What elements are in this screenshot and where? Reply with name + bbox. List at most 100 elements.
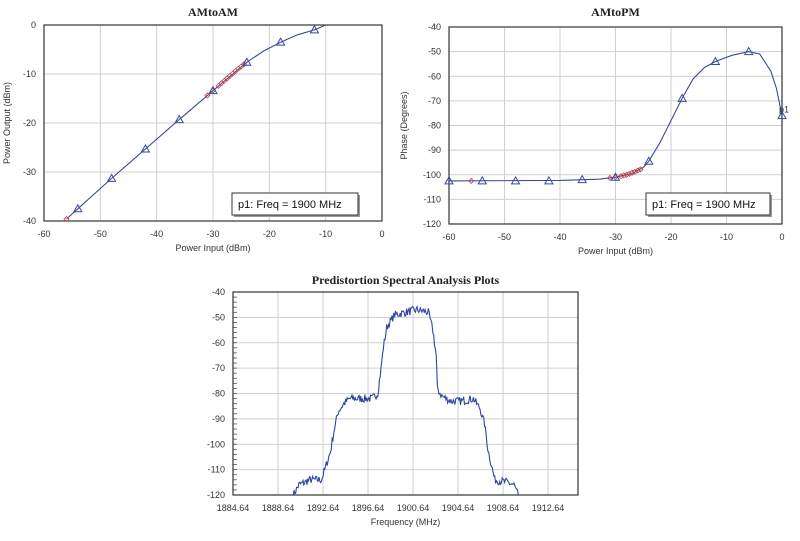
triangle-marker <box>72 203 83 213</box>
x-tick-label: 1884.64 <box>217 503 250 513</box>
x-tick-label: -30 <box>206 229 219 239</box>
y-tick-label: -70 <box>212 363 225 373</box>
triangle-marker <box>643 156 654 165</box>
x-tick-label: -50 <box>498 232 511 242</box>
triangle-marker <box>241 57 252 66</box>
x-tick-label: 1912.64 <box>532 503 565 513</box>
y-axis-label: Power Output (dBm) <box>2 82 12 164</box>
x-tick-label: -20 <box>263 229 276 239</box>
x-tick-label: 1908.64 <box>487 503 520 513</box>
x-tick-label: 1888.64 <box>262 503 295 513</box>
diamond-marker <box>623 171 630 178</box>
x-tick-label: 1896.64 <box>352 503 385 513</box>
diamond-marker <box>617 173 625 180</box>
legend-text: p1: Freq = 1900 MHz <box>238 199 342 211</box>
series-line <box>66 24 326 220</box>
diamond-marker <box>204 92 211 99</box>
triangle-marker <box>309 24 320 34</box>
x-tick-label: -60 <box>37 229 50 239</box>
x-tick-label: -40 <box>553 232 566 242</box>
diamond-marker <box>468 177 475 184</box>
x-tick-label: 0 <box>379 229 384 239</box>
chart-spectrum: Predistortion Spectral Analysis Plots 188… <box>207 273 579 527</box>
y-tick-label: -40 <box>212 287 225 297</box>
diamond-marker <box>240 61 248 68</box>
chart-amam: AMtoAM -60 -50 -40 -30 -20 -10 0 0 -10 -20 -30 -40 Po… <box>2 5 385 253</box>
x-tick-label: -10 <box>720 232 733 242</box>
y-tick-label: 0 <box>31 20 36 30</box>
y-tick-label: -90 <box>212 414 225 424</box>
triangle-marker <box>777 110 787 120</box>
marker-label: p1 <box>779 105 789 115</box>
plot-frame <box>232 291 579 496</box>
diamond-marker <box>631 168 638 175</box>
triangle-marker <box>140 143 151 153</box>
x-tick-label: -20 <box>664 232 677 242</box>
y-axis-label: Phase (Degrees) <box>399 91 409 159</box>
x-axis-label: Power Input (dBm) <box>175 243 250 253</box>
y-tick-label: -80 <box>428 121 441 131</box>
y-tick-label: -100 <box>207 439 225 449</box>
x-tick-label: 1904.64 <box>442 503 475 513</box>
triangle-marker <box>208 85 218 95</box>
y-tick-label: -100 <box>423 170 441 180</box>
triangle-marker <box>174 114 185 124</box>
y-tick-label: -90 <box>428 145 441 155</box>
y-tick-label: -70 <box>428 96 441 106</box>
series-line <box>292 305 519 496</box>
y-tick-label: -120 <box>207 490 225 500</box>
y-tick-label: -50 <box>212 312 225 322</box>
triangle-marker <box>510 175 521 185</box>
y-tick-label: -20 <box>23 118 36 128</box>
triangle-marker <box>743 46 754 56</box>
diamond-marker <box>606 174 614 182</box>
diamond-marker <box>634 167 641 174</box>
y-tick-label: -60 <box>212 338 225 348</box>
plot-frame <box>448 26 783 225</box>
x-tick-label: 0 <box>779 232 784 242</box>
y-tick-label: -120 <box>423 219 441 229</box>
x-axis-label: Power Input (dBm) <box>578 246 653 256</box>
y-tick-label: -50 <box>428 47 441 57</box>
x-tick-label: 1892.64 <box>307 503 340 513</box>
x-tick-label: -60 <box>442 232 455 242</box>
chart-ampm: AMtoPM-60 -50 -40 -30 -20 -10 0-40-50-60-70-80… <box>399 5 789 256</box>
triangle-marker <box>544 175 554 185</box>
y-tick-label: -110 <box>208 465 225 475</box>
diamond-marker <box>637 166 644 173</box>
series-line <box>448 51 783 182</box>
y-tick-label: -40 <box>23 216 36 226</box>
diamond-marker <box>63 215 70 223</box>
triangle-marker <box>275 37 286 46</box>
triangle-marker <box>710 56 721 65</box>
triangle-marker <box>477 175 488 185</box>
diamond-marker <box>629 169 636 176</box>
triangle-marker <box>106 173 117 182</box>
x-axis-label: Frequency (MHz) <box>371 517 441 527</box>
legend-box <box>231 192 359 216</box>
triangle-marker <box>577 174 588 184</box>
y-tick-label: -10 <box>23 69 36 79</box>
legend-text: p1: Freq = 1900 MHz <box>652 199 756 211</box>
x-tick-label: -40 <box>150 229 163 239</box>
x-tick-label: -30 <box>609 232 622 242</box>
y-tick-label: -30 <box>23 167 36 177</box>
y-tick-label: -40 <box>428 22 441 32</box>
legend-box <box>645 192 771 216</box>
y-tick-label: -80 <box>212 389 225 399</box>
triangle-marker <box>444 175 454 185</box>
chart-title: Predistortion Spectral Analysis Plots <box>312 273 500 287</box>
x-tick-label: 1900.64 <box>397 503 430 513</box>
plot-frame <box>43 24 383 222</box>
chart-title: AMtoPM <box>591 5 640 19</box>
triangle-marker <box>677 93 687 102</box>
chart-title: AMtoAM <box>188 5 238 19</box>
diamond-marker <box>620 172 627 179</box>
y-tick-label: -110 <box>424 194 441 204</box>
y-tick-label: -60 <box>428 71 441 81</box>
diamond-marker <box>626 170 633 177</box>
x-tick-label: -10 <box>319 229 332 239</box>
x-tick-label: -50 <box>94 229 107 239</box>
triangle-marker <box>610 172 621 181</box>
